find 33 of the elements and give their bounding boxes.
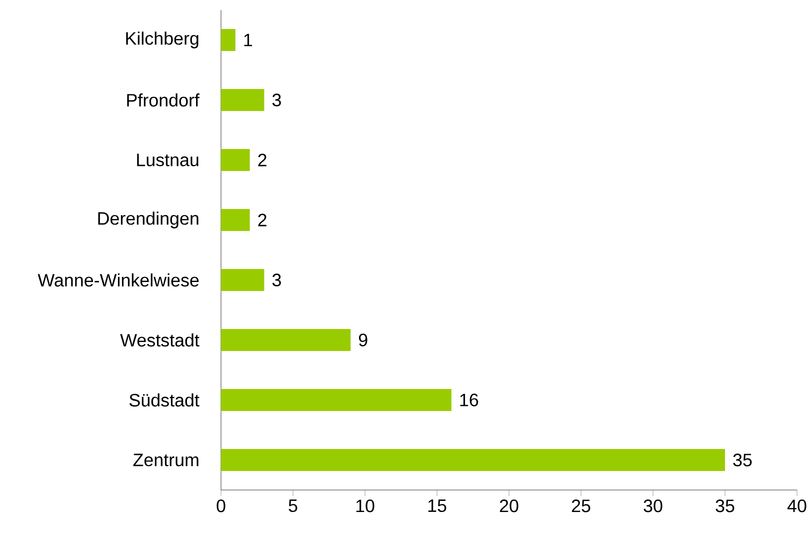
bar (221, 89, 264, 112)
x-tick-label: 30 (644, 500, 662, 512)
bar (221, 389, 452, 412)
bar (221, 329, 351, 352)
x-tick-label: 15 (428, 500, 446, 512)
x-tick-label: 20 (500, 500, 518, 512)
y-tick-label: Weststadt (120, 333, 200, 347)
x-tick-label: 40 (787, 500, 806, 512)
y-tick-label: Südstadt (130, 393, 200, 407)
data-label: 9 (358, 334, 368, 346)
y-tick-label: Wanne-Winkelwiese (38, 273, 199, 287)
bar (221, 209, 250, 232)
bar (221, 29, 236, 51)
data-label: 2 (258, 214, 266, 226)
data-label: 2 (258, 154, 266, 166)
y-tick-label: Derendingen (98, 212, 198, 228)
data-label: 3 (272, 274, 281, 286)
y-tick-label: Pfrondorf (127, 93, 200, 107)
x-tick-label: 0 (216, 500, 226, 512)
bar (221, 149, 250, 172)
data-label: 35 (733, 454, 752, 466)
data-label: 3 (272, 94, 281, 106)
x-tick-label: 5 (288, 500, 298, 512)
x-tick-label: 25 (572, 500, 590, 512)
data-label: 1 (244, 34, 252, 46)
y-tick-label: Lustnau (137, 154, 198, 166)
bar (221, 269, 264, 292)
data-label: 16 (460, 394, 478, 406)
bar (221, 449, 726, 472)
y-tick-label: Kilchberg (126, 32, 198, 48)
x-tick-label: 35 (716, 500, 734, 512)
x-tick-label: 10 (356, 500, 374, 512)
y-tick-label: Zentrum (133, 454, 198, 466)
